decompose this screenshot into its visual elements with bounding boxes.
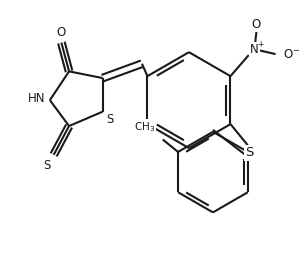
Text: CH$_3$: CH$_3$ (134, 120, 155, 134)
Text: +: + (257, 40, 263, 49)
Text: S: S (43, 159, 51, 172)
Text: O: O (57, 26, 66, 40)
Text: N: N (250, 43, 259, 56)
Text: S: S (107, 113, 114, 126)
Text: S: S (246, 146, 254, 160)
Text: O: O (252, 18, 261, 31)
Text: HN: HN (28, 92, 45, 105)
Text: O$^{-}$: O$^{-}$ (283, 47, 301, 61)
